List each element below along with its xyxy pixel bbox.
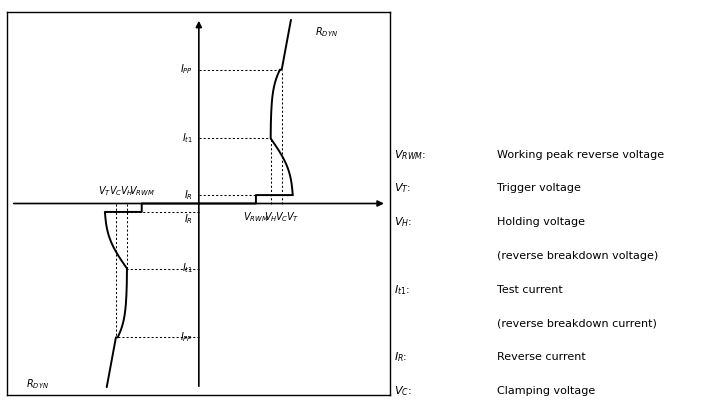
Text: $V_T$: $V_T$ [98,184,111,198]
Text: $V_H$: $V_H$ [264,210,278,224]
Text: $V_T$: $V_T$ [286,210,299,224]
Text: $I_R$: $I_R$ [184,188,193,202]
Text: $R_{DYN}$: $R_{DYN}$ [25,378,48,392]
Text: $I_{t1}$: $I_{t1}$ [182,262,193,276]
Text: $V_C$: $V_C$ [275,210,288,224]
Text: (reverse breakdown current): (reverse breakdown current) [497,319,656,328]
Text: Clamping voltage: Clamping voltage [497,386,595,396]
Text: $R_{DYN}$: $R_{DYN}$ [315,26,338,39]
Text: (reverse breakdown voltage): (reverse breakdown voltage) [497,251,658,261]
Text: $I_R$: $I_R$ [184,213,193,226]
Text: $I_{t1}$: $I_{t1}$ [182,131,193,145]
Text: Reverse current: Reverse current [497,352,586,362]
Text: Working peak reverse voltage: Working peak reverse voltage [497,150,664,160]
Text: Test current: Test current [497,285,562,295]
Text: $V_T$:: $V_T$: [394,182,411,195]
Text: $V_H$:: $V_H$: [394,215,412,229]
Text: $V_C$:: $V_C$: [394,384,411,398]
Text: $V_{RWM}$:: $V_{RWM}$: [394,148,426,162]
Text: $I_R$:: $I_R$: [394,350,407,364]
Text: $V_H$: $V_H$ [120,184,134,198]
Text: $V_{RWM}$: $V_{RWM}$ [243,210,269,224]
Text: $V_{RWM}$: $V_{RWM}$ [129,184,155,198]
Text: $I_{t1}$:: $I_{t1}$: [394,283,410,297]
Text: $I_{PP}$: $I_{PP}$ [180,330,193,344]
Text: Holding voltage: Holding voltage [497,217,585,227]
Text: Trigger voltage: Trigger voltage [497,184,581,193]
Text: $V_C$: $V_C$ [109,184,123,198]
Text: $I_{PP}$: $I_{PP}$ [180,63,193,77]
